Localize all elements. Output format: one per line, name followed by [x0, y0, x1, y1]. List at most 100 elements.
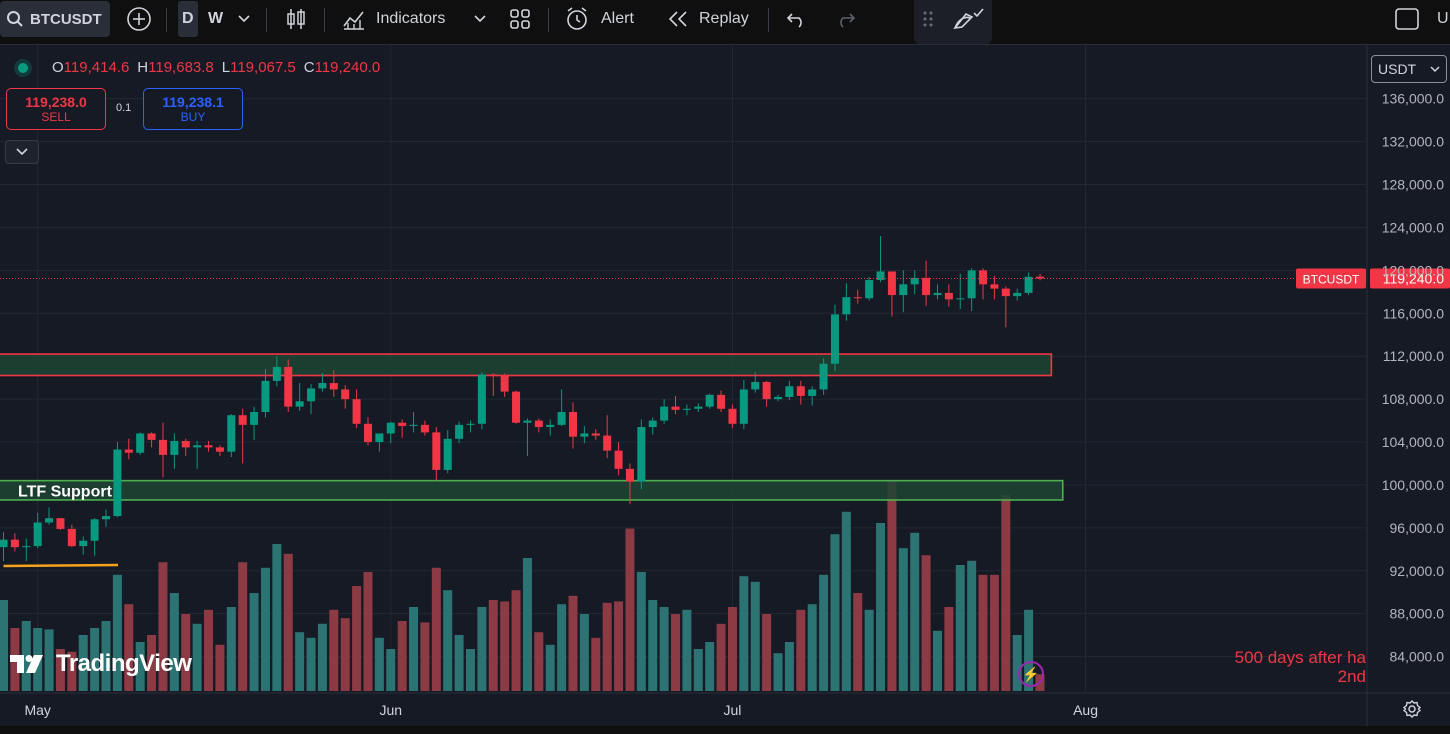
candle-body: [238, 415, 247, 425]
orange-trend-line: [3, 563, 119, 568]
alert-label: Alert: [601, 10, 634, 27]
volume-bar: [67, 651, 77, 691]
grid-icon: [510, 9, 530, 29]
search-icon: [7, 11, 23, 27]
volume-bar: [841, 511, 851, 691]
volume-bar: [135, 642, 145, 691]
symbol-search-button[interactable]: BTCUSDT: [0, 1, 110, 37]
toolbar-divider: [768, 8, 769, 32]
volume-bar: [887, 481, 897, 691]
candle-body: [375, 433, 384, 443]
candle-body: [90, 519, 99, 541]
tradingview-wordmark: TradingView: [56, 650, 192, 677]
volume-bar: [1012, 635, 1022, 691]
volume-bar: [249, 593, 259, 691]
candle-body: [193, 445, 202, 448]
undo-button[interactable]: [786, 0, 808, 38]
lightning-icon[interactable]: ⚡: [1018, 661, 1044, 687]
replay-button[interactable]: Replay: [667, 0, 749, 38]
volume-bars: [0, 481, 1045, 691]
price-tick-label: 136,000.0: [1382, 91, 1444, 107]
open-value: 119,414.6: [63, 59, 130, 76]
volume-bar: [864, 609, 874, 691]
candle-body: [979, 270, 988, 285]
price-zones: [0, 353, 1064, 501]
candle-body: [284, 366, 293, 407]
candle-body: [341, 389, 350, 400]
volume-bar: [955, 565, 965, 691]
price-axis[interactable]: 84,000.0 88,000.0 92,000.0 96,000.0 100,000.…: [1366, 45, 1445, 734]
fullscreen-button[interactable]: [1394, 0, 1420, 38]
candle-body: [682, 408, 691, 410]
candle-body: [774, 396, 783, 400]
volume-bar: [898, 548, 908, 691]
volume-bar: [21, 621, 31, 691]
volume-bar: [705, 642, 715, 691]
candle-body: [250, 411, 259, 425]
interval-day-button[interactable]: D: [178, 1, 198, 37]
volume-bar: [853, 593, 863, 691]
volume-bar: [340, 618, 350, 691]
sell-label: SELL: [41, 110, 71, 124]
top-toolbar: BTCUSDT D W Indicators Alert Replay: [0, 0, 1450, 45]
volume-bar: [90, 628, 100, 691]
price-chart[interactable]: LTF Support BTCUSDT 119,240.0 84,000.0 88,0…: [0, 45, 1450, 734]
time-axis[interactable]: May Jun Jul Aug: [0, 692, 1450, 734]
chart-settings-button[interactable]: [1402, 699, 1422, 724]
chart-type-button[interactable]: [285, 0, 307, 38]
candle-body: [33, 522, 42, 547]
volume-bar: [716, 623, 726, 691]
interval-week-button[interactable]: W: [208, 0, 223, 38]
volume-bar: [625, 528, 635, 691]
toolbar-partial-button[interactable]: U: [1437, 0, 1449, 38]
candle-body: [751, 381, 760, 390]
alarm-clock-icon: [567, 7, 587, 30]
candle-body: [660, 406, 669, 421]
currency-select[interactable]: USDT: [1371, 55, 1447, 83]
candle-body: [0, 539, 8, 548]
candle-body: [853, 297, 862, 299]
interval-dropdown-button[interactable]: [238, 0, 250, 38]
volume-bar: [796, 609, 806, 691]
volume-bar: [636, 572, 646, 691]
replay-label: Replay: [699, 10, 749, 27]
candle-body: [352, 399, 361, 424]
candle-body: [819, 363, 828, 390]
volume-bar: [568, 595, 578, 691]
interval-day-label: D: [182, 10, 194, 27]
volume-bar: [944, 607, 954, 691]
sell-button[interactable]: 119,238.0 SELL: [6, 88, 106, 130]
toolbar-divider: [166, 8, 167, 32]
candle-body: [158, 439, 167, 455]
tradingview-logo-icon: [10, 655, 43, 673]
compare-symbol-button[interactable]: [126, 0, 152, 38]
volume-bar: [773, 653, 783, 691]
candle-body: [45, 518, 54, 523]
candle-body: [79, 540, 88, 547]
price-tick-label: 124,000.0: [1382, 219, 1444, 235]
price-tick-label: 104,000.0: [1382, 434, 1444, 450]
redo-button[interactable]: [834, 0, 856, 38]
candle-body: [170, 440, 179, 455]
draw-tool-button[interactable]: [952, 0, 986, 38]
indicators-button[interactable]: Indicators: [342, 0, 445, 38]
time-tick-label: Aug: [1073, 702, 1098, 718]
candle-body: [739, 389, 748, 424]
candle-body: [307, 388, 316, 402]
candle-body: [1001, 288, 1010, 297]
drag-handle-icon[interactable]: [922, 0, 934, 38]
collapse-legend-button[interactable]: [5, 140, 39, 164]
volume-bar: [591, 637, 601, 691]
alert-button[interactable]: Alert: [565, 0, 634, 38]
volume-bar: [807, 604, 817, 691]
tradingview-logo[interactable]: TradingView: [10, 650, 192, 678]
volume-bar: [317, 623, 327, 691]
buy-button[interactable]: 119,238.1 BUY: [143, 88, 243, 130]
currency-label: USDT: [1378, 61, 1417, 77]
undo-icon: [786, 13, 802, 28]
indicators-dropdown-button[interactable]: [474, 0, 486, 38]
price-tick-label: 92,000.0: [1390, 563, 1445, 579]
layouts-button[interactable]: [509, 0, 531, 38]
volume-bar: [693, 649, 703, 691]
volume-bar: [124, 604, 134, 691]
